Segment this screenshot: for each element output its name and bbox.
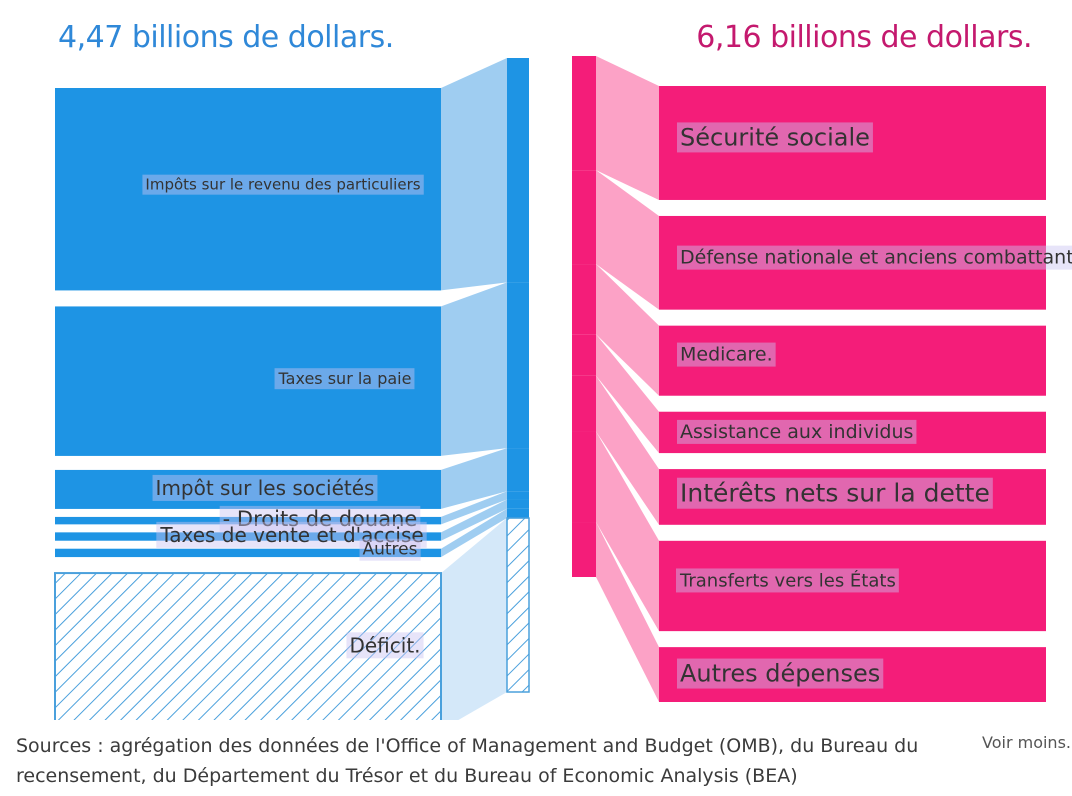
receipts-label-autres-5-highlight [359,538,421,561]
spending-label-securite-sociale-0-highlight [677,122,873,153]
spending-label-transferts-vers-les-etats-5-highlight [676,568,899,593]
spending-bar-interets-nets-sur-la-dette-4 [659,469,1046,525]
spending-column-transferts-vers-les-etats-5 [572,431,596,523]
spending-label-interets-nets-sur-la-dette-4: Intérêts nets sur la dette [680,479,990,508]
receipts-flow-autres-5 [441,508,507,558]
spending-flow-transferts-vers-les-etats-5 [596,431,659,632]
receipts-flow-taxes-de-vente-et-d-accise-4 [441,499,507,541]
receipts-bar-autres-5 [55,548,441,558]
receipts-flow-impot-sur-les-societes-2 [441,448,507,509]
receipts-bar-impot-sur-les-societes-2 [55,469,441,509]
receipts-label-taxes-de-vente-et-d-accise-4-highlight [156,521,427,548]
spending-label-defense-nationale-et-anciens-combattants-1-highlight [677,245,1072,270]
spending-label-assistance-aux-individus-3-highlight [677,419,917,444]
receipts-column-impots-sur-le-revenu-des-particuliers-0 [507,58,529,283]
receipts-flow-impots-sur-le-revenu-des-particuliers-0 [441,58,507,291]
receipts-label-droits-de-douane-3-highlight [219,505,421,532]
spending-flow-securite-sociale-0 [596,56,659,200]
receipts-column-autres-5 [507,508,529,519]
spending-bar-transferts-vers-les-etats-5 [659,540,1046,632]
spending-column-assistance-aux-individus-3 [572,334,596,376]
receipts-column-taxes-de-vente-et-d-accise-4 [507,499,529,509]
receipts-label-deficit-6: Déficit. [349,633,420,657]
receipts-label-impot-sur-les-societes-2-highlight [152,474,378,501]
receipts-flow-deficit-6 [441,518,507,720]
spending-label-defense-nationale-et-anciens-combattants-1: Défense nationale et anciens combattants [680,247,1072,269]
receipts-label-impots-sur-le-revenu-des-particuliers-0-highlight [142,174,424,195]
spending-bar-medicare-2 [659,325,1046,396]
receipts-label-autres-5: Autres [362,540,417,560]
receipts-bar-taxes-sur-la-paie-1 [55,306,441,456]
sankey-chart-svg: Impôts sur le revenu des particuliers Tax… [54,56,1072,720]
spending-total-label: 6,16 billions de dollars. [696,20,1032,55]
receipts-total-label: 4,47 billions de dollars. [58,20,394,55]
receipts-bar-taxes-de-vente-et-d-accise-4 [55,532,441,541]
spending-flow-defense-nationale-et-anciens-combattants-1 [596,170,659,310]
spending-bar-assistance-aux-individus-3 [659,411,1046,454]
receipts-column-taxes-sur-la-paie-1 [507,282,529,449]
spending-label-autres-depenses-6: Autres dépenses [680,660,880,688]
receipts-bar-impots-sur-le-revenu-des-particuliers-0 [55,88,441,291]
receipts-label-deficit-6-highlight [346,632,424,659]
spending-flow-interets-nets-sur-la-dette-4 [596,375,659,525]
receipts-bar-droits-de-douane-3 [55,516,441,525]
receipts-label-impots-sur-le-revenu-des-particuliers-0: Impôts sur le revenu des particuliers [145,176,420,194]
receipts-label-taxes-sur-la-paie-1-highlight [274,368,415,390]
spending-flow-assistance-aux-individus-3 [596,334,659,454]
spending-label-medicare-2-highlight [677,342,776,367]
spending-flow-medicare-2 [596,264,659,396]
receipts-label-taxes-de-vente-et-d-accise-4: Taxes de vente et d'accise [159,523,423,547]
sources-note: Sources : agrégation des données de l'Of… [16,735,919,787]
spending-column-autres-depenses-6 [572,522,596,577]
spending-label-assistance-aux-individus-3: Assistance aux individus [680,421,913,443]
receipts-label-taxes-sur-la-paie-1: Taxes sur la paie [278,369,412,388]
receipts-flow-droits-de-douane-3 [441,491,507,525]
receipts-label-droits-de-douane-3: - Droits de douane [223,507,418,531]
receipts-flow-taxes-sur-la-paie-1 [441,282,507,456]
receipts-column-droits-de-douane-3 [507,491,529,500]
see-less-link[interactable]: Voir moins. [982,733,1071,752]
spending-label-interets-nets-sur-la-dette-4-highlight [677,477,993,509]
spending-label-autres-depenses-6-highlight [677,658,884,689]
spending-bar-securite-sociale-0 [659,86,1046,200]
spending-column-defense-nationale-et-anciens-combattants-1 [572,170,596,265]
spending-column-securite-sociale-0 [572,56,596,171]
spending-bar-autres-depenses-6 [659,647,1046,702]
spending-label-transferts-vers-les-etats-5: Transferts vers les États [679,569,896,591]
receipts-column-deficit-6 [506,517,530,693]
spending-column-interets-nets-sur-la-dette-4 [572,375,596,432]
receipts-bar-deficit-6 [54,572,442,720]
spending-label-medicare-2: Medicare. [680,344,773,366]
receipts-label-impot-sur-les-societes-2: Impôt sur les sociétés [156,476,375,500]
spending-column-medicare-2 [572,264,596,335]
spending-label-securite-sociale-0: Sécurité sociale [680,123,870,151]
receipts-column-impot-sur-les-societes-2 [507,448,529,492]
spending-flow-autres-depenses-6 [596,522,659,702]
spending-bar-defense-nationale-et-anciens-combattants-1 [659,215,1046,310]
